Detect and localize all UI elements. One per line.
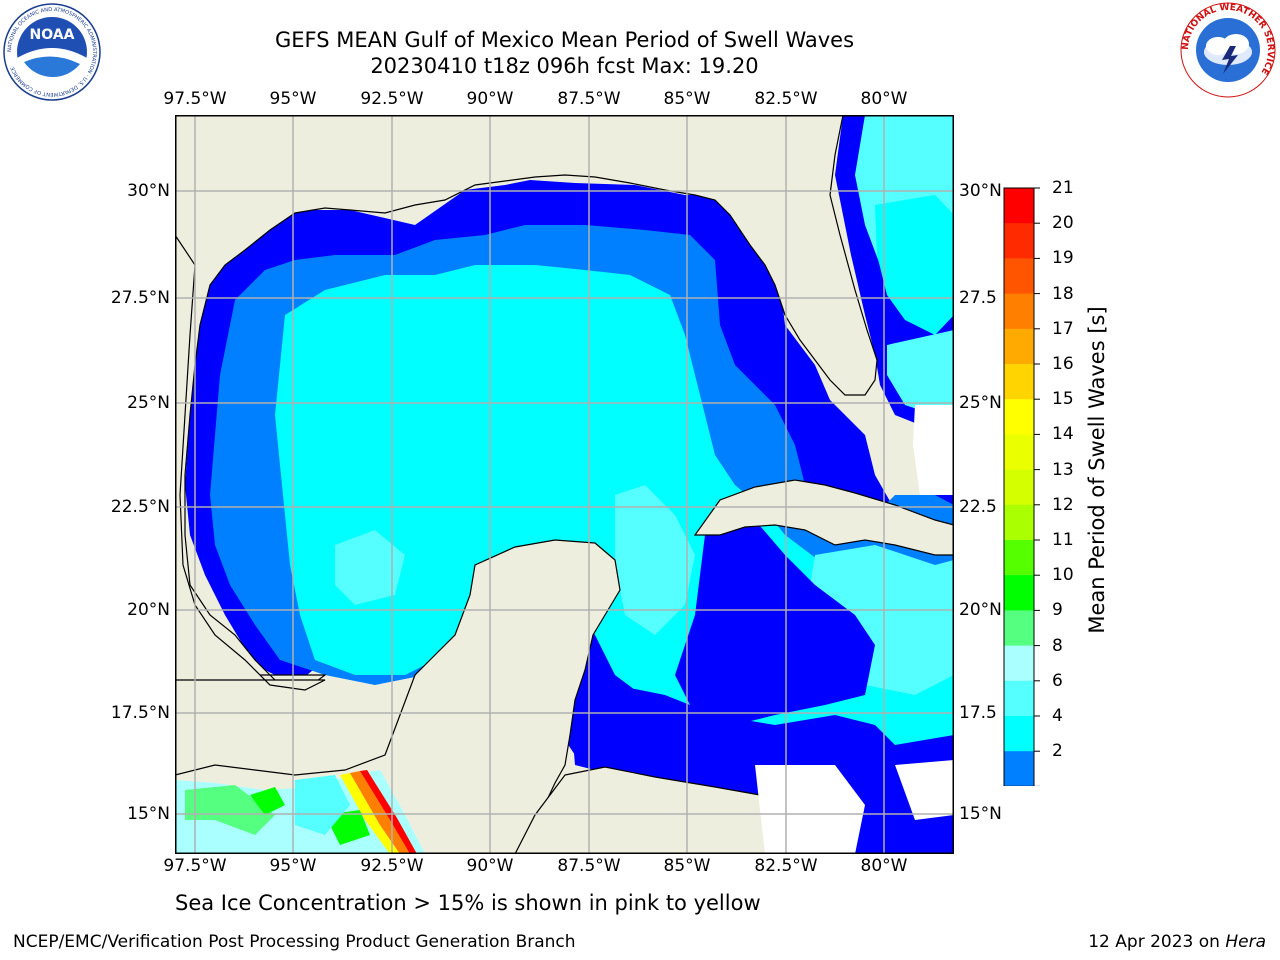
pacific-swell-band-orange bbox=[350, 771, 410, 854]
missing-data-southeast bbox=[895, 760, 954, 820]
colorbar bbox=[1003, 187, 1040, 786]
colorbar-segment bbox=[1004, 540, 1034, 576]
noaa-logo: NOAA NATIONAL OCEANIC AND ATMOSPHERIC AD… bbox=[3, 3, 101, 101]
colorbar-segment bbox=[1004, 645, 1034, 682]
colorbar-tick-label: 4 bbox=[1052, 706, 1063, 726]
lon-label-bottom: 82.5°W bbox=[754, 856, 818, 876]
colorbar-tick-label: 19 bbox=[1052, 248, 1074, 269]
lat-label-left: 22.5°N bbox=[110, 497, 170, 517]
missing-data-southeast bbox=[755, 765, 865, 854]
land-us-gulf-coast bbox=[175, 115, 878, 691]
colorbar-segment bbox=[1004, 364, 1034, 400]
map-frame bbox=[175, 115, 954, 854]
lon-label-bottom: 80°W bbox=[860, 856, 908, 876]
colorbar-tick-label: 20 bbox=[1052, 213, 1074, 234]
lat-label-right: 22.5 bbox=[959, 497, 997, 517]
lon-label-top: 82.5°W bbox=[754, 89, 818, 109]
colorbar-frame bbox=[1003, 187, 1035, 786]
missing-data-east bbox=[913, 405, 954, 495]
lat-label-right: 15°N bbox=[959, 804, 1002, 824]
host-name: Hera bbox=[1225, 932, 1266, 952]
map-panel bbox=[175, 115, 954, 854]
lon-label-top: 80°W bbox=[860, 89, 908, 109]
lat-label-left: 27.5°N bbox=[110, 288, 170, 308]
colorbar-segment bbox=[1004, 610, 1034, 647]
lon-label-bottom: 85°W bbox=[663, 856, 711, 876]
nws-logo: NATIONAL WEATHER SERVICE bbox=[1180, 2, 1276, 98]
colorbar-segment bbox=[1004, 399, 1034, 435]
lon-label-top: 95°W bbox=[269, 89, 317, 109]
land-cuba bbox=[693, 479, 954, 556]
colorbar-segment bbox=[1004, 469, 1034, 506]
lon-label-bottom: 95°W bbox=[269, 856, 317, 876]
lon-label-top: 97.5°W bbox=[163, 89, 227, 109]
lon-label-bottom: 90°W bbox=[466, 856, 514, 876]
colorbar-tick-label: 15 bbox=[1052, 389, 1074, 410]
lon-label-top: 90°W bbox=[466, 89, 514, 109]
atlantic-swell-cyan-south bbox=[887, 330, 954, 415]
colorbar-label: Mean Period of Swell Waves [s] bbox=[1085, 306, 1109, 634]
lon-label-top: 92.5°W bbox=[360, 89, 424, 109]
lon-label-bottom: 97.5°W bbox=[163, 856, 227, 876]
colorbar-tick-label: 14 bbox=[1052, 424, 1074, 445]
colorbar-segment bbox=[1004, 751, 1034, 786]
colorbar-tick-label: 8 bbox=[1052, 635, 1063, 656]
colorbar-segment bbox=[1004, 223, 1034, 259]
graticule bbox=[175, 115, 954, 854]
colorbar-tick-label: 16 bbox=[1052, 354, 1074, 374]
atlantic-swell-cyan bbox=[875, 195, 954, 335]
lat-label-right: 25°N bbox=[959, 393, 1002, 413]
credit-line: NCEP/EMC/Verification Post Processing Pr… bbox=[13, 932, 576, 952]
gulf-swell-light-patch bbox=[615, 485, 695, 635]
lat-label-left: 20°N bbox=[127, 600, 170, 620]
colorbar-tick-label: 6 bbox=[1052, 670, 1063, 691]
lat-label-left: 30°N bbox=[127, 181, 170, 201]
lon-label-top: 85°W bbox=[663, 89, 711, 109]
colorbar-tick-label: 21 bbox=[1052, 178, 1074, 198]
colorbar-tick-label: 13 bbox=[1052, 459, 1074, 480]
lon-label-top: 87.5°W bbox=[557, 89, 621, 109]
colorbar-tick-label: 17 bbox=[1052, 318, 1074, 339]
lon-label-bottom: 87.5°W bbox=[557, 856, 621, 876]
gulf-swell-light-patch bbox=[335, 530, 405, 605]
colorbar-segment bbox=[1004, 188, 1034, 224]
lon-label-bottom: 92.5°W bbox=[360, 856, 424, 876]
pacific-swell-cyan bbox=[295, 775, 350, 835]
colorbar-segment bbox=[1004, 504, 1034, 541]
colorbar-tick-label: 10 bbox=[1052, 565, 1074, 586]
colorbar-segment bbox=[1004, 328, 1034, 365]
colorbar-tick-label: 2 bbox=[1052, 741, 1063, 762]
colorbar-tick-label: 12 bbox=[1052, 494, 1074, 515]
colorbar-segment bbox=[1004, 434, 1034, 471]
lat-label-left: 17.5°N bbox=[110, 703, 170, 723]
colorbar-segment bbox=[1004, 575, 1034, 611]
map-subtitle: 20230410 t18z 096h fcst Max: 19.20 bbox=[370, 54, 759, 78]
lat-label-right: 27.5 bbox=[959, 288, 997, 308]
colorbar-segment bbox=[1004, 680, 1034, 717]
lat-label-right: 30°N bbox=[959, 181, 1002, 201]
lat-label-left: 15°N bbox=[127, 804, 170, 824]
colorbar-segment bbox=[1004, 258, 1034, 295]
lat-label-right: 17.5 bbox=[959, 703, 997, 723]
date-stamp: 12 Apr 2023 on Hera bbox=[1088, 932, 1266, 952]
noaa-logo-text: NOAA bbox=[30, 27, 75, 43]
lat-label-left: 25°N bbox=[127, 393, 170, 413]
map-title: GEFS MEAN Gulf of Mexico Mean Period of … bbox=[274, 28, 855, 52]
land-mexico-west bbox=[175, 233, 326, 691]
pacific-swell-band-red bbox=[360, 770, 417, 854]
sea-ice-note: Sea Ice Concentration > 15% is shown in … bbox=[175, 891, 761, 915]
colorbar-tick-label: 9 bbox=[1052, 600, 1063, 621]
caribbean-swell-blue bbox=[675, 520, 875, 725]
lat-label-right: 20°N bbox=[959, 600, 1002, 620]
colorbar-segment bbox=[1004, 716, 1034, 752]
pacific-swell-bright-green bbox=[250, 787, 285, 815]
colorbar-tick-label: 18 bbox=[1052, 283, 1074, 304]
colorbar-segment bbox=[1004, 293, 1034, 330]
pacific-swell-green bbox=[185, 785, 275, 835]
colorbar-tick-label: 11 bbox=[1052, 530, 1074, 550]
